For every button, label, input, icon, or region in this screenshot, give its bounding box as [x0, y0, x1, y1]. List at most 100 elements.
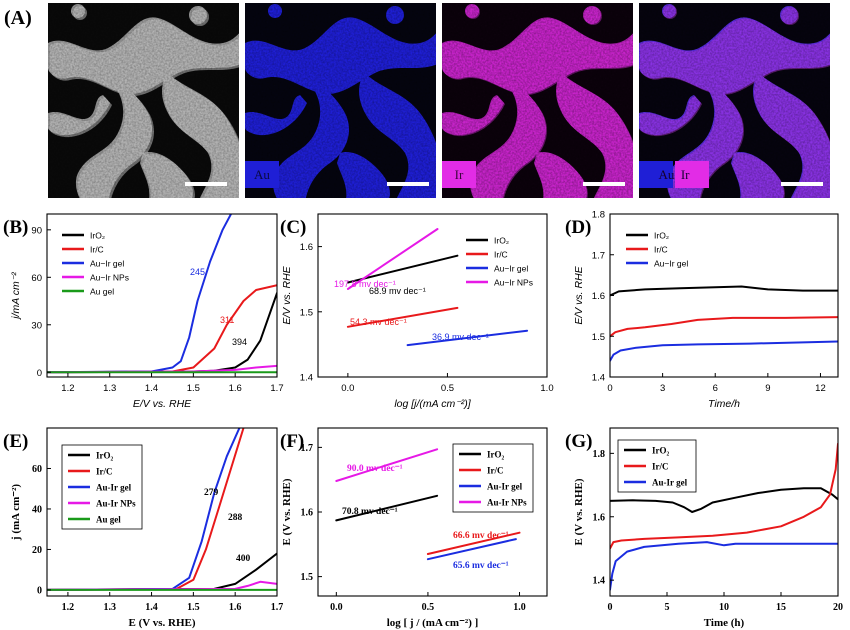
chart-panel-1: (B) 1.2 1.3 1.4 1.5 1.6 1.7 0 30 60 90 E/V vs. RHE j…: [3, 213, 284, 410]
y-axis-title: E/V vs. RHE: [573, 265, 585, 324]
x-tick-label: 0.5: [441, 383, 454, 394]
legend-label: IrO₂: [654, 231, 669, 241]
y-tick-label: 1.7: [592, 250, 605, 261]
data-annotation: 279: [204, 488, 219, 498]
plot-frame: [317, 213, 548, 378]
legend-label: Au-Ir gel: [487, 482, 523, 492]
panel-letter: (D): [565, 217, 591, 238]
overlay-au-label-box: [639, 161, 673, 188]
y-tick-label: 1.6: [301, 508, 314, 519]
series-line: [426, 538, 517, 561]
x-axis-title: Time (h): [704, 617, 745, 629]
legend-label: Ir/C: [654, 245, 668, 255]
y-tick-label: 1.5: [592, 332, 605, 343]
x-tick-label: 0.0: [341, 383, 354, 394]
data-annotation: 65.6 mv dec⁻¹: [453, 561, 509, 571]
legend-label: IrO₂: [494, 236, 509, 246]
x-tick-label: 1.0: [540, 383, 553, 394]
panel-letter: (B): [3, 217, 28, 238]
series-line: [335, 448, 439, 482]
legend-label: Ir/C: [494, 250, 508, 260]
legend-label: Au-Ir NPs: [96, 499, 136, 509]
micrograph-row: (A) Au: [4, 3, 830, 198]
y-axis-title: E (V vs. RHE): [573, 478, 585, 545]
legend-label: Ir/C: [90, 245, 104, 255]
scale-bar: [781, 182, 823, 186]
x-tick-label: 1.3: [103, 383, 116, 394]
y-tick-label: 1.6: [593, 512, 606, 523]
x-tick-label: 1.6: [229, 383, 242, 394]
x-axis-title: E (V vs. RHE): [128, 617, 195, 629]
y-tick-label: 1.7: [301, 443, 314, 454]
y-axis-title: E (V vs. RHE): [281, 478, 293, 545]
chart-panel-2: (C) 0.0 0.5 1.0 1.4 1.5 1.6 log [j/(mA cm⁻²)] E/…: [280, 213, 554, 410]
series-line: [610, 541, 838, 591]
data-annotation: 54.3 mv dec⁻¹: [350, 317, 407, 327]
data-annotation: 400: [236, 554, 251, 564]
series-line: [406, 329, 529, 347]
legend-label: Au-Ir NPs: [487, 498, 527, 508]
series-line: [346, 306, 459, 328]
data-annotation: 68.9 mv dec⁻¹: [369, 286, 426, 296]
x-tick-label: 15: [776, 602, 786, 613]
scale-bar: [387, 182, 429, 186]
x-tick-label: 0.0: [330, 602, 343, 613]
data-annotation: 90.0 mv dec⁻¹: [347, 464, 403, 474]
overlay-micrograph: Au Ir: [639, 3, 830, 198]
au-map-label-box: [245, 161, 279, 188]
series-line: [610, 285, 838, 297]
x-tick-label: 1.7: [270, 383, 283, 394]
au-map-micrograph: Au: [245, 3, 436, 198]
y-tick-label: 1.6: [592, 291, 605, 302]
x-axis-title: log [j/(mA cm⁻²)]: [394, 398, 471, 410]
legend-label: Au−Ir gel: [494, 264, 528, 274]
data-annotation: 66.6 mv dec⁻¹: [453, 531, 509, 541]
chart-panel-3: (D) 0 3 6 9 12 1.4 1.5 1.6 1.7 1.8 Time/h E/V vs. RH…: [565, 210, 839, 410]
panel-letter: (G): [565, 431, 592, 452]
y-tick-label: 1.5: [301, 572, 314, 583]
y-axis-title: E/V vs. RHE: [281, 265, 293, 324]
series-line: [610, 340, 838, 362]
legend-box: [617, 439, 697, 493]
y-tick-label: 60: [32, 464, 42, 475]
data-annotation: 70.8 mv dec⁻¹: [342, 507, 398, 517]
x-axis-title: E/V vs. RHE: [133, 398, 192, 410]
scale-bar: [185, 182, 227, 186]
overlay-label: Au Ir: [658, 167, 690, 182]
x-tick-label: 1.2: [62, 602, 75, 613]
y-axis-title: j (mA cm⁻²): [10, 484, 22, 541]
legend-box: [452, 443, 534, 513]
y-tick-label: 20: [32, 545, 42, 556]
y-tick-label: 1.5: [300, 307, 313, 318]
plot-frame: [46, 427, 278, 597]
data-annotation: 197.8 mv dec⁻¹: [334, 279, 396, 289]
y-tick-label: 0: [37, 585, 42, 596]
data-annotation: 36.9 mv dec⁻¹: [432, 332, 489, 342]
y-tick-label: 30: [31, 320, 42, 331]
legend-label: Au gel: [96, 515, 121, 525]
legend-label: Au gel: [90, 287, 114, 297]
series-line: [610, 442, 838, 550]
chart-panel-6: (G) 0 5 10 15 20 1.4 1.6 1.8 Time (h) E (V vs. RHE…: [565, 427, 843, 629]
x-tick-label: 1.5: [187, 383, 200, 394]
y-tick-label: 1.6: [300, 242, 313, 253]
y-tick-label: 1.4: [592, 373, 605, 384]
x-axis-title: Time/h: [708, 398, 740, 410]
au-map-label: Au: [254, 167, 270, 182]
panel-letter: (C): [280, 217, 306, 238]
x-tick-label: 1.4: [145, 383, 158, 394]
x-tick-label: 1.3: [103, 602, 116, 613]
x-tick-label: 12: [815, 383, 826, 394]
legend-label: Au−Ir NPs: [90, 273, 129, 283]
legend-label: Au−Ir NPs: [494, 278, 533, 288]
y-tick-label: 60: [31, 273, 42, 284]
x-tick-label: 0: [607, 383, 612, 394]
y-tick-label: 90: [31, 225, 42, 236]
y-tick-label: 40: [32, 504, 42, 515]
x-tick-label: 1.5: [187, 602, 200, 613]
y-tick-label: 1.4: [300, 373, 313, 384]
legend-label: Au−Ir gel: [654, 259, 688, 269]
x-tick-label: 10: [719, 602, 729, 613]
series-line: [47, 214, 232, 374]
ir-map-micrograph: Ir: [442, 3, 633, 198]
